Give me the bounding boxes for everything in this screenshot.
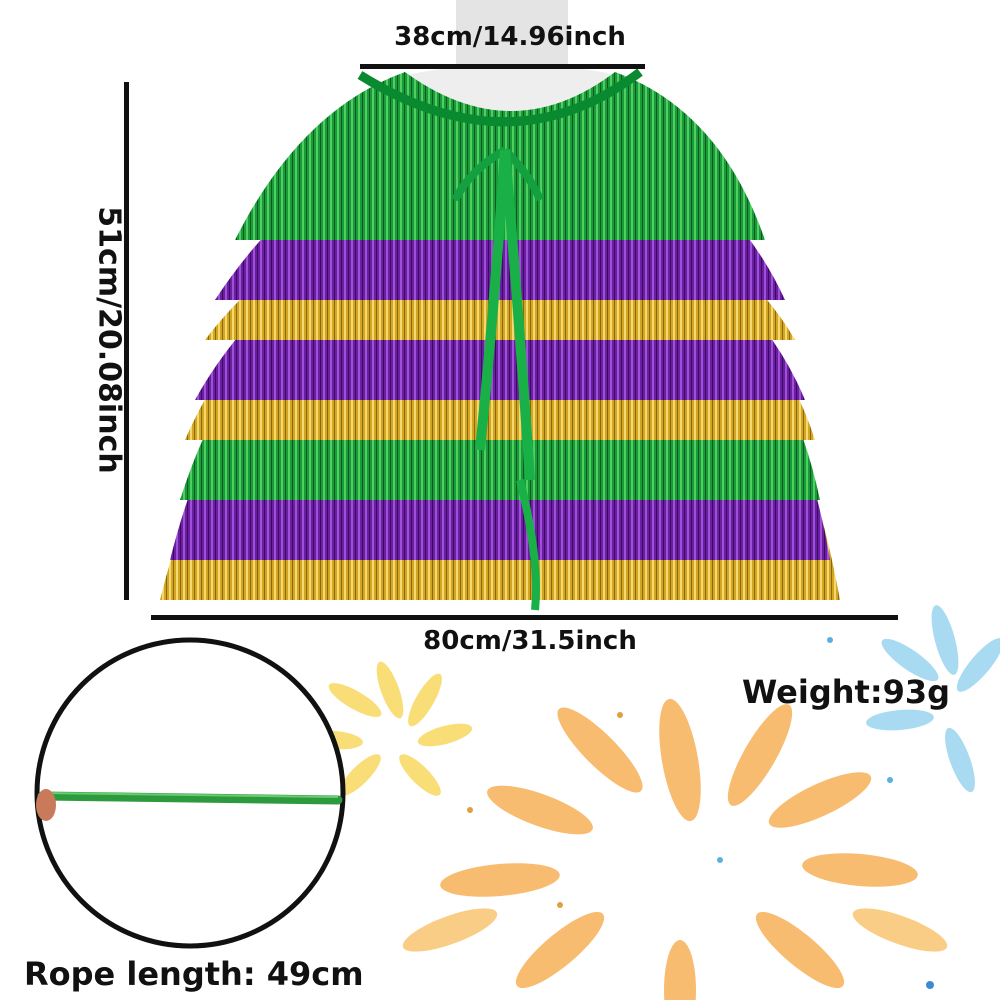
green-ribbon-rope-image — [36, 789, 343, 821]
fireworks-blue-burst — [866, 605, 1000, 793]
rope-circle-frame — [34, 637, 346, 949]
fireworks-large-burst — [402, 698, 948, 1000]
length-label: 51cm/20.08inch — [91, 206, 127, 474]
fireworks-yellow-burst — [307, 661, 473, 796]
rope-length-label: Rope length: 49cm — [24, 955, 364, 993]
length-line — [124, 82, 129, 600]
neck-width-line — [360, 64, 645, 69]
tinsel-cape-image — [160, 68, 840, 611]
hand-fingertip — [36, 789, 56, 821]
width-line — [151, 615, 898, 620]
fireworks-dots — [467, 637, 934, 989]
weight-label: Weight:93g — [742, 673, 951, 711]
width-label: 80cm/31.5inch — [423, 626, 637, 656]
neck-width-label: 38cm/14.96inch — [394, 22, 626, 52]
